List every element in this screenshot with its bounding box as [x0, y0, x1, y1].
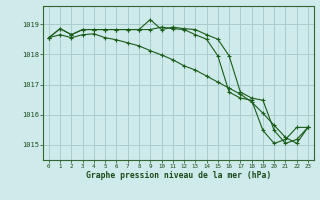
X-axis label: Graphe pression niveau de la mer (hPa): Graphe pression niveau de la mer (hPa) [86, 171, 271, 180]
